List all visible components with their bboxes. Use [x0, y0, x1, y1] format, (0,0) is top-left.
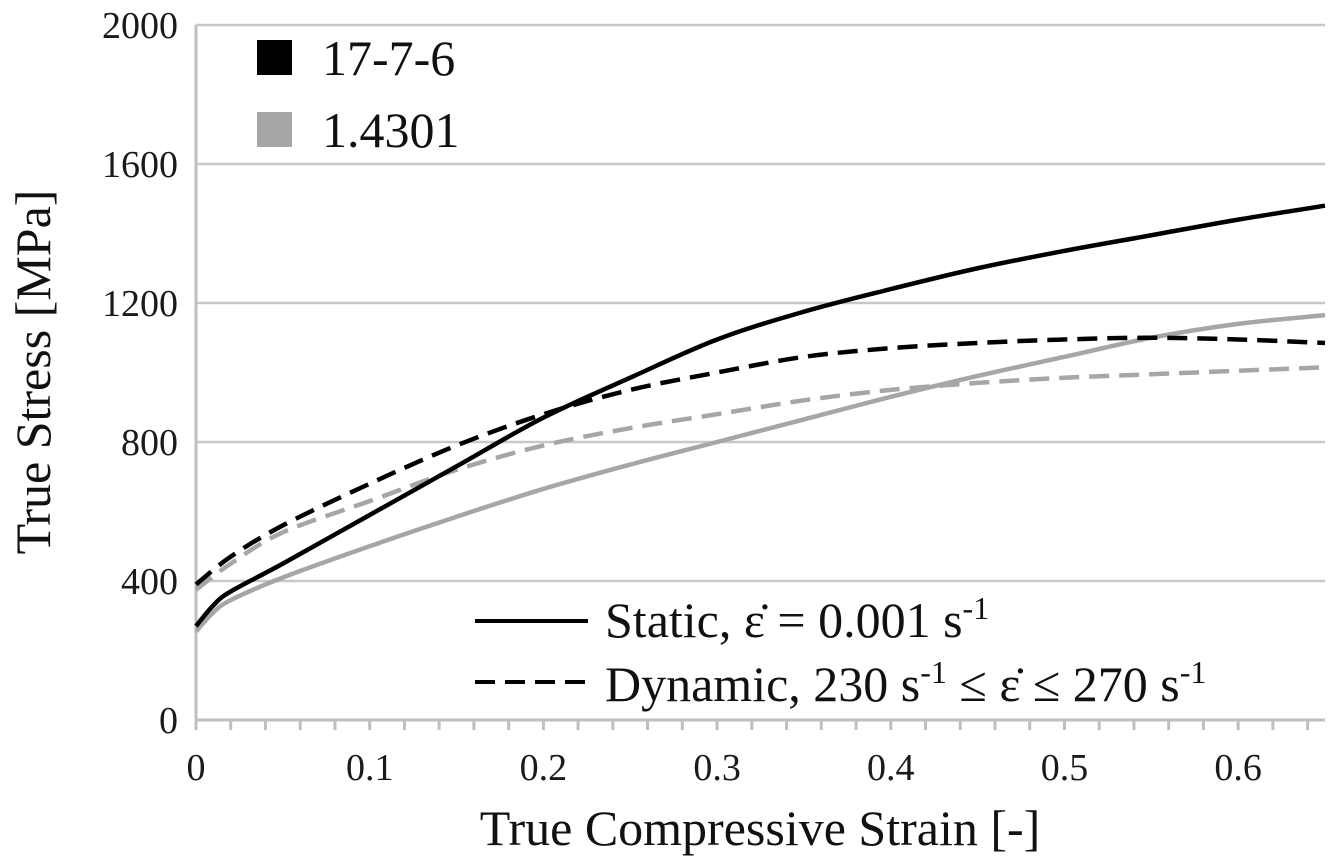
x-tick-label-0.4: 0.4 [867, 747, 915, 789]
y-tick-label-0: 0 [159, 700, 178, 742]
axes [194, 25, 1325, 730]
series-line-1-4301-dynamic [194, 365, 1326, 592]
series-lines [194, 203, 1326, 633]
x-tick-label-0: 0 [187, 747, 206, 789]
materials-legend: 17-7-6 1.4301 [257, 30, 460, 158]
y-axis-title: True Stress [MPa] [5, 190, 61, 555]
legend-dynamic-label: Dynamic, 230 s-1 ≤ ε̇ ≤ 270 s-1 [605, 654, 1206, 712]
legend-swatch-1-4301 [257, 112, 292, 147]
series-line-17-7-6-static [194, 203, 1326, 628]
series-line-1-4301-static [194, 312, 1326, 633]
legend-swatch-17-7-6 [257, 40, 292, 75]
y-tick-label-2000: 2000 [102, 5, 178, 47]
legend-label-17-7-6: 17-7-6 [322, 30, 455, 86]
x-axis-title: True Compressive Strain [-] [480, 800, 1041, 856]
x-tick-label-0.1: 0.1 [346, 747, 394, 789]
y-tick-label-1200: 1200 [102, 283, 178, 325]
y-tick-label-800: 800 [121, 422, 178, 464]
y-tick-label-400: 400 [121, 561, 178, 603]
legend-label-1-4301: 1.4301 [322, 102, 460, 158]
y-tick-labels: 0 400 800 1200 1600 2000 [102, 5, 178, 742]
x-tick-label-0.3: 0.3 [693, 747, 741, 789]
x-tick-labels: 0 0.1 0.2 0.3 0.4 0.5 0.6 [187, 747, 1262, 789]
series-line-17-7-6-dynamic [194, 335, 1326, 587]
line-style-legend: Static, ε̇ = 0.001 s-1 Dynamic, 230 s-1 … [475, 590, 1206, 712]
gridlines [196, 23, 1325, 583]
x-tick-label-0.5: 0.5 [1041, 747, 1089, 789]
x-tick-label-0.2: 0.2 [520, 747, 568, 789]
legend-static-label: Static, ε̇ = 0.001 s-1 [605, 590, 989, 648]
x-tick-label-0.6: 0.6 [1214, 747, 1262, 789]
y-tick-label-1600: 1600 [102, 144, 178, 186]
